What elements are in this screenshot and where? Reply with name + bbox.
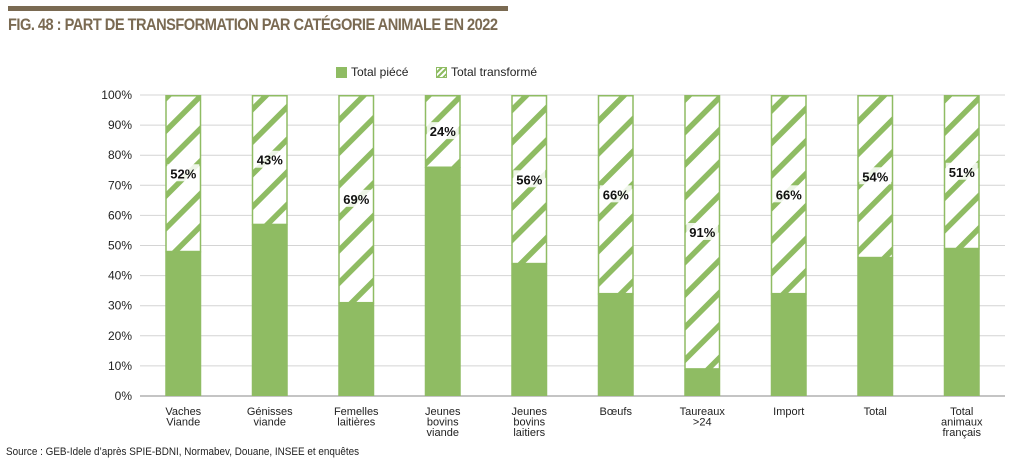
data-label-bg (426, 122, 459, 140)
title-rule (8, 6, 508, 11)
bar-total-piece (857, 257, 894, 396)
data-label-bg (253, 150, 286, 168)
bar-total-piece (597, 293, 634, 396)
category-label: Taureaux (680, 406, 726, 418)
bar-total-piece (251, 224, 288, 396)
category-label: Génisses (247, 406, 293, 418)
category-label: bovins (513, 417, 545, 429)
y-tick-label: 50% (108, 239, 132, 253)
bar-total-piece (770, 293, 807, 396)
y-tick-label: 10% (108, 359, 132, 373)
category-label: Total (864, 406, 887, 418)
y-tick-label: 30% (108, 299, 132, 313)
y-tick-label: 90% (108, 118, 132, 132)
data-label: 54% (862, 169, 888, 184)
bar-total-piece (338, 302, 375, 396)
figure-title: FIG. 48 : PART DE TRANSFORMATION PAR CAT… (8, 15, 498, 34)
data-label: 43% (257, 153, 283, 168)
bar-total-piece (424, 167, 461, 396)
category-label: bovins (427, 417, 459, 429)
category-label: viande (427, 427, 459, 439)
legend-hatch: Total transformé (436, 65, 537, 79)
data-label: 24% (430, 124, 456, 139)
data-label: 91% (689, 225, 715, 240)
data-label-bg (513, 170, 546, 188)
category-label: Vaches (165, 406, 201, 418)
bar-total-piece (511, 263, 548, 396)
y-tick-label: 70% (108, 178, 132, 192)
data-label-bg (340, 189, 373, 207)
y-tick-label: 0% (115, 389, 133, 403)
category-label: Jeunes (512, 406, 548, 418)
category-label: >24 (693, 417, 712, 429)
data-label-bg (686, 222, 719, 240)
category-label: animaux (941, 417, 983, 429)
data-label: 52% (170, 166, 196, 181)
y-tick-label: 60% (108, 208, 132, 222)
legend-hatch-swatch (436, 66, 447, 78)
category-label: viande (254, 417, 286, 429)
data-label-bg (599, 185, 632, 203)
data-label: 69% (343, 192, 369, 207)
bar-total-piece (943, 248, 980, 396)
data-label: 66% (603, 187, 629, 202)
category-label: Jeunes (425, 406, 461, 418)
data-label-bg (772, 185, 805, 203)
data-label: 56% (516, 172, 542, 187)
y-tick-label: 40% (108, 269, 132, 283)
category-label: Femelles (334, 406, 379, 418)
data-label-bg (859, 167, 892, 185)
bar-total-piece (684, 368, 721, 396)
y-tick-label: 80% (108, 148, 132, 162)
bar-total-piece (165, 251, 202, 396)
category-label: Import (773, 406, 804, 418)
data-label: 66% (776, 187, 802, 202)
legend-solid-swatch (336, 66, 347, 78)
data-label-bg (167, 164, 200, 182)
legend-solid: Total piécé (336, 65, 408, 79)
category-label: laitières (337, 417, 375, 429)
category-label: Bœufs (600, 406, 633, 418)
y-tick-label: 20% (108, 329, 132, 343)
category-label: Viande (166, 417, 200, 429)
y-tick-label: 100% (101, 88, 132, 102)
legend-solid-label: Total piécé (351, 65, 409, 79)
category-label: français (942, 427, 981, 439)
data-label: 51% (949, 165, 975, 180)
legend-hatch-label: Total transformé (451, 65, 538, 79)
category-label: Total (950, 406, 973, 418)
source-note: Source : GEB-Idele d’après SPIE-BDNI, No… (6, 446, 360, 458)
category-label: laitiers (513, 427, 545, 439)
data-label-bg (945, 162, 978, 180)
